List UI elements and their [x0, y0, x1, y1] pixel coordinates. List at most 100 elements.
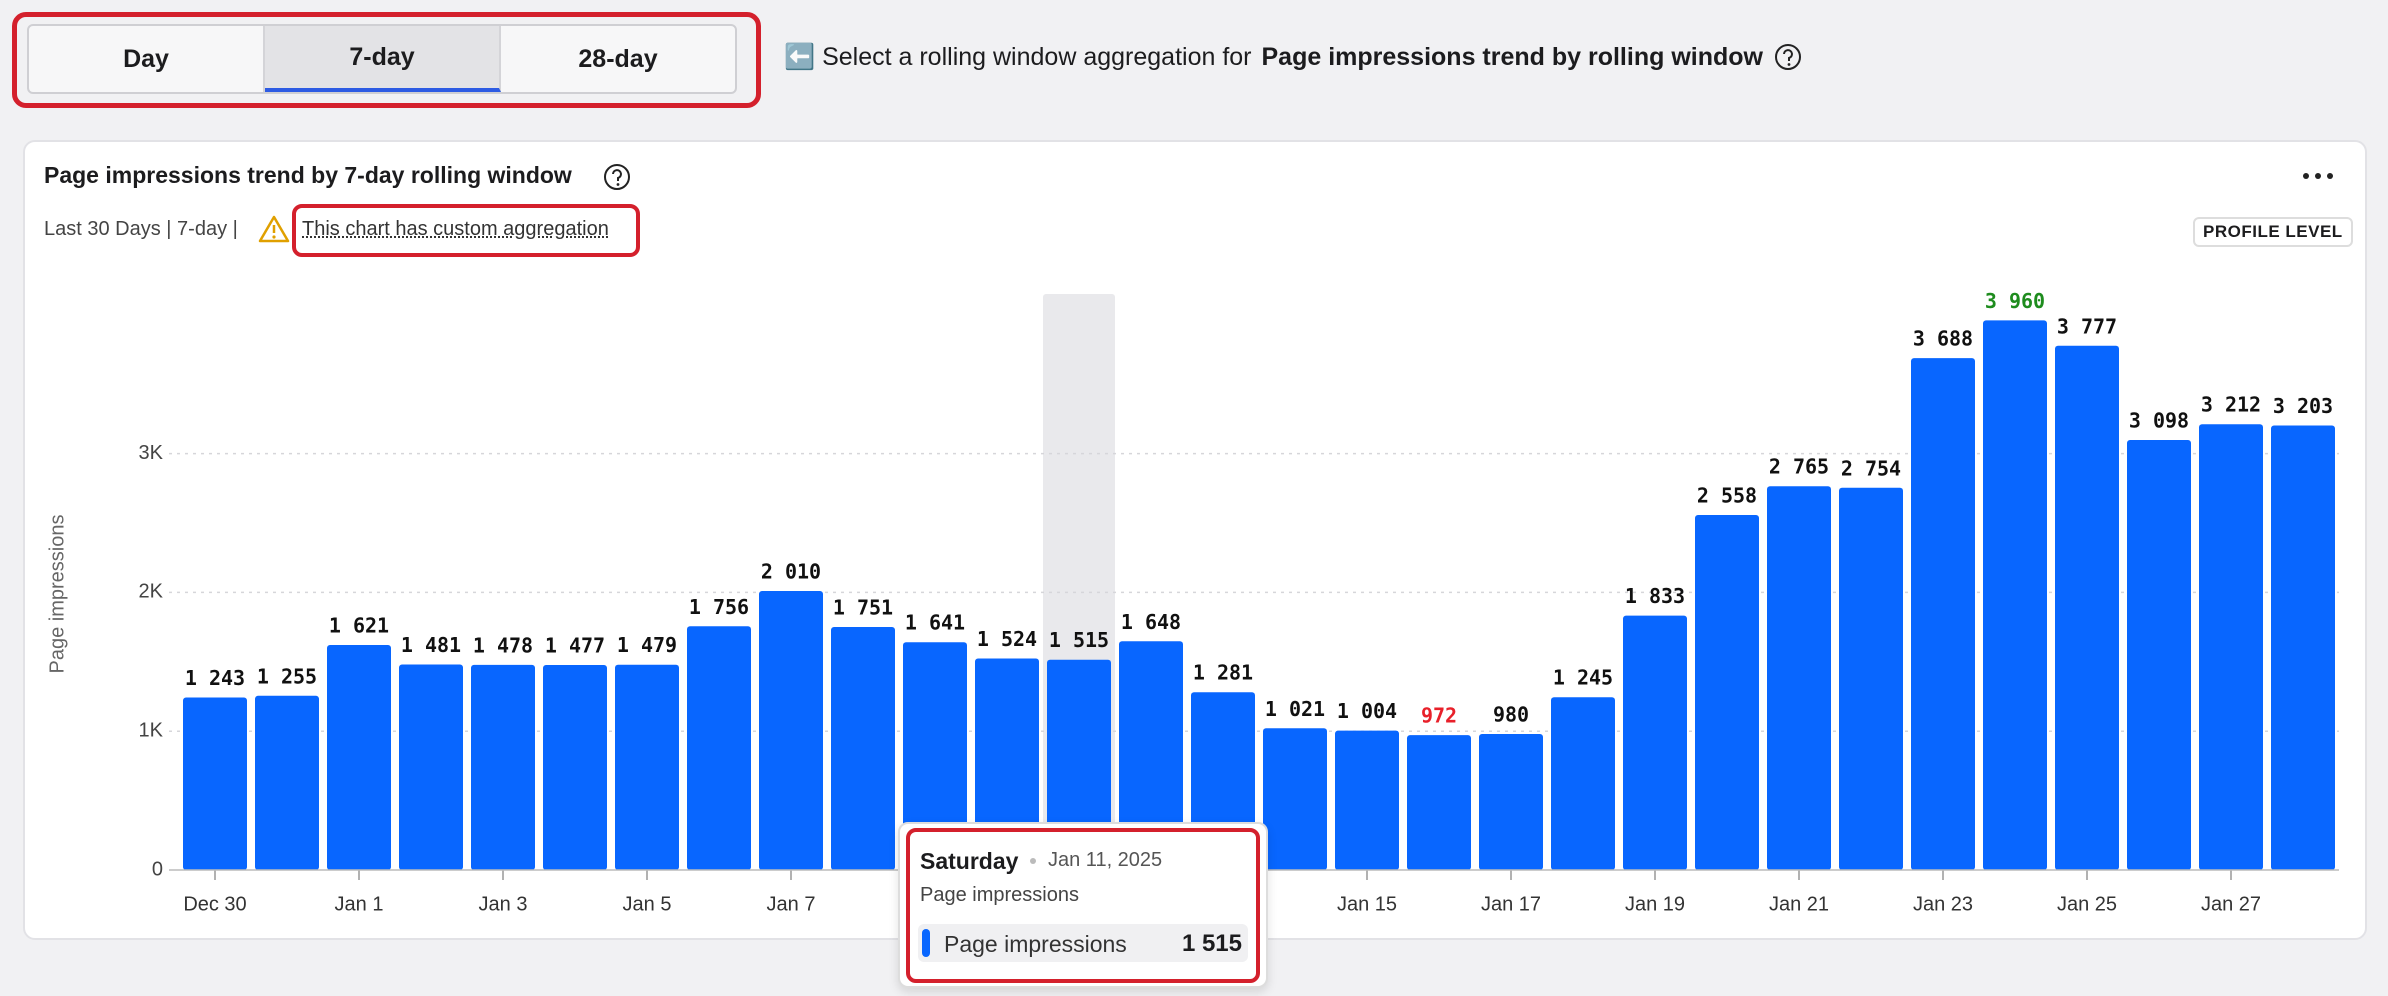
x-tick-label: Jan 15: [1337, 893, 1397, 915]
x-tick-label: Jan 3: [479, 893, 528, 915]
bar: [1767, 486, 1831, 870]
chart-subtitle: Last 30 Days | 7-day |: [44, 218, 238, 240]
bar: [2055, 345, 2119, 870]
bar: [1047, 659, 1111, 870]
bar: [255, 695, 319, 870]
value-label: 1 004: [1337, 699, 1397, 723]
window-option[interactable]: 7-day: [265, 26, 501, 92]
x-tick-label: Jan 1: [335, 893, 384, 915]
value-label: 1 833: [1625, 584, 1685, 608]
prompt-chart-name: Page impressions trend by rolling window: [1261, 42, 1763, 71]
value-label: 1 641: [905, 611, 965, 635]
value-label: 1 756: [689, 595, 749, 619]
highlight-box: [906, 828, 1260, 983]
x-tick-label: Jan 23: [1913, 893, 1973, 915]
bar: [471, 664, 535, 870]
value-label: 1 021: [1265, 697, 1325, 721]
value-label: 1 621: [329, 614, 389, 638]
series-swatch: [922, 929, 930, 957]
value-label: 1 515: [1049, 628, 1109, 652]
bar: [327, 645, 391, 870]
value-label: 1 255: [257, 664, 317, 688]
bar: [399, 664, 463, 870]
warning-icon: [258, 215, 290, 243]
tooltip-series: Page impressions: [944, 931, 1127, 957]
value-label: 1 479: [617, 633, 677, 657]
value-label: 1 524: [977, 627, 1037, 651]
value-label: 3 688: [1913, 327, 1973, 351]
help-icon[interactable]: [1773, 42, 1803, 72]
bar: [1407, 735, 1471, 870]
bar: [759, 591, 823, 870]
aggregation-note[interactable]: This chart has custom aggregation: [302, 218, 609, 240]
value-label: 3 203: [2273, 394, 2333, 418]
value-label: 980: [1493, 702, 1529, 726]
x-tick-label: Jan 5: [623, 893, 672, 915]
bar: [1479, 733, 1543, 870]
bar: [2127, 440, 2191, 870]
bar: [1119, 641, 1183, 870]
bar: [1623, 615, 1687, 870]
highlight-box: [292, 204, 640, 257]
value-label: 3 960: [1985, 289, 2045, 313]
dot: [1030, 858, 1036, 864]
bar: [1839, 487, 1903, 870]
value-label: 1 281: [1193, 661, 1253, 685]
y-tick-label: 3K: [139, 442, 164, 464]
y-tick-label: 1K: [139, 719, 164, 741]
help-icon[interactable]: [602, 162, 632, 192]
x-tick-label: Dec 30: [183, 893, 246, 915]
value-label: 2 010: [761, 560, 821, 584]
window-selector: Day 7-day 28-day: [27, 24, 737, 94]
value-label: 3 777: [2057, 314, 2117, 338]
value-label: 2 765: [1769, 455, 1829, 479]
bar: [903, 642, 967, 870]
value-label: 1 243: [185, 666, 245, 690]
prompt: ⬅️ Select a rolling window aggregation f…: [784, 42, 1803, 72]
x-tick-label: Jan 17: [1481, 893, 1541, 915]
value-label: 2 754: [1841, 456, 1901, 480]
bar: [687, 626, 751, 870]
x-tick-label: Jan 21: [1769, 893, 1829, 915]
tooltip-row: Page impressions 1 515: [918, 924, 1248, 962]
x-tick-label: Jan 27: [2201, 893, 2261, 915]
value-label: 1 478: [473, 633, 533, 657]
bar: [975, 658, 1039, 870]
value-label: 3 098: [2129, 409, 2189, 433]
y-tick-label: 2K: [139, 581, 164, 603]
value-label: 1 481: [401, 633, 461, 657]
bar: [1263, 728, 1327, 870]
tooltip-weekday: Saturday: [920, 848, 1019, 874]
bar: [1695, 514, 1759, 870]
value-label: 1 751: [833, 595, 893, 619]
y-axis-label: Page impressions: [46, 515, 68, 674]
highlight-box: [12, 12, 761, 108]
bar: [615, 664, 679, 870]
bar: [1551, 697, 1615, 870]
tooltip: Saturday Jan 11, 2025 Page impressions P…: [898, 822, 1268, 988]
bar: [183, 697, 247, 870]
profile-badge: PROFILE LEVEL: [2193, 217, 2353, 247]
y-tick-label: 0: [152, 858, 163, 880]
bar: [831, 626, 895, 870]
value-label: 1 245: [1553, 666, 1613, 690]
window-option[interactable]: 28-day: [578, 44, 658, 73]
x-tick-label: Jan 19: [1625, 893, 1685, 915]
tooltip-value: 1 515: [1181, 930, 1242, 957]
value-label: 2 558: [1697, 483, 1757, 507]
more-menu[interactable]: [2298, 166, 2338, 186]
bar: [543, 664, 607, 870]
window-option[interactable]: Day: [29, 26, 265, 92]
bar: [1335, 730, 1399, 870]
bar: [2199, 424, 2263, 870]
x-tick-label: Jan 25: [2057, 893, 2117, 915]
value-label: 1 477: [545, 633, 605, 657]
value-label: 3 212: [2201, 393, 2261, 417]
prompt-text: ⬅️ Select a rolling window aggregation f…: [784, 42, 1252, 71]
bar: [1983, 320, 2047, 870]
value-label: 972: [1421, 704, 1457, 728]
tooltip-date: Jan 11, 2025: [1048, 849, 1163, 871]
